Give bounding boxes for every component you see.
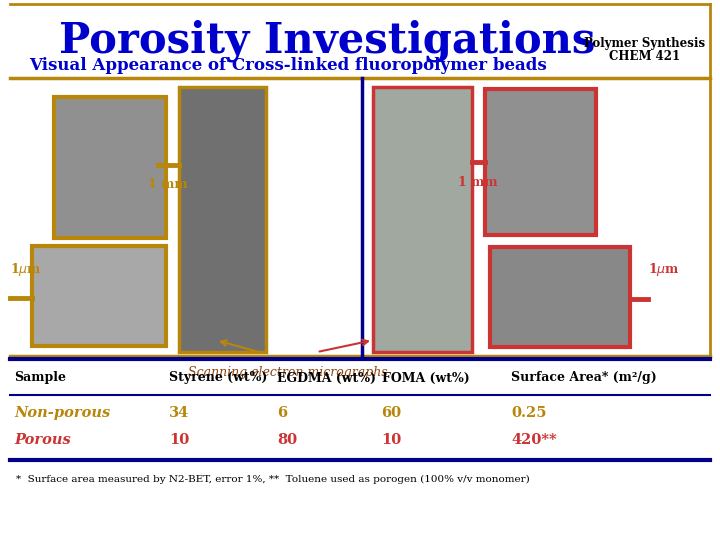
Text: 1 mm: 1 mm [148,178,188,191]
Text: Polymer Synthesis: Polymer Synthesis [584,37,705,50]
Text: Styrene (wt%): Styrene (wt%) [169,372,268,384]
Text: 80: 80 [277,433,297,447]
Text: 10: 10 [169,433,189,447]
Text: Visual Appearance of Cross-linked fluoropolymer beads: Visual Appearance of Cross-linked fluoro… [29,57,547,75]
Text: 10: 10 [382,433,402,447]
Text: Porous: Porous [14,433,71,447]
Text: 1 mm: 1 mm [458,176,498,188]
Text: CHEM 421: CHEM 421 [609,50,680,63]
Text: 1$\mu$m: 1$\mu$m [10,261,42,279]
Text: 420**: 420** [511,433,557,447]
Text: Sample: Sample [14,372,66,384]
Text: *  Surface area measured by N2-BET, error 1%, **  Toluene used as porogen (100% : * Surface area measured by N2-BET, error… [16,475,530,484]
Text: Non-porous: Non-porous [14,406,111,420]
Text: Scanning electron micrographs: Scanning electron micrographs [188,366,388,379]
Text: 60: 60 [382,406,402,420]
Bar [490,247,630,347]
Text: 1$\mu$m: 1$\mu$m [648,261,680,279]
Text: EGDMA (wt%): EGDMA (wt%) [277,372,376,384]
Text: Surface Area* (m²/g): Surface Area* (m²/g) [511,372,657,384]
Text: Porosity Investigations: Porosity Investigations [60,19,595,62]
Text: 34: 34 [169,406,189,420]
Text: FOMA (wt%): FOMA (wt%) [382,372,469,384]
Bar [373,87,472,352]
Bar [32,246,166,346]
Text: 0.25: 0.25 [511,406,546,420]
Bar [179,87,266,352]
Text: 6: 6 [277,406,287,420]
Bar [54,97,166,238]
Bar [485,89,596,235]
